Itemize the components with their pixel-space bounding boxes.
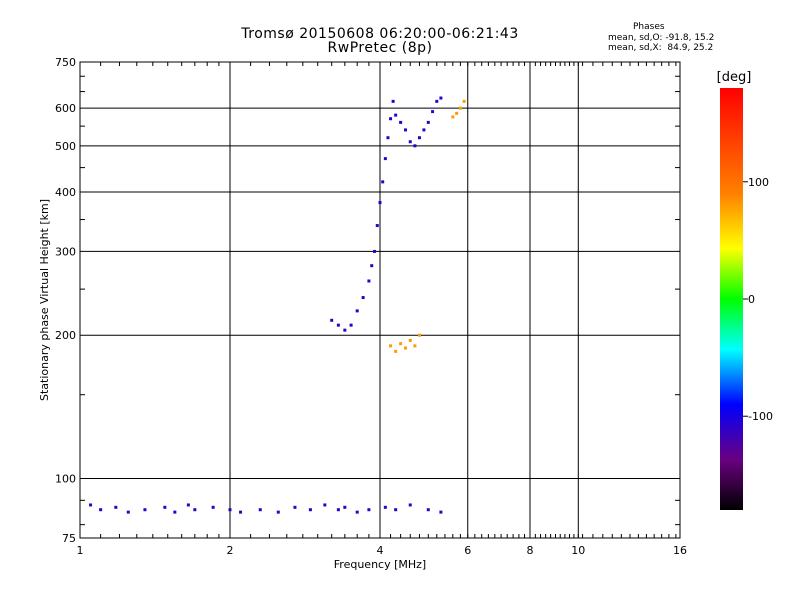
data-point [193,508,197,512]
grid-lines [80,62,680,538]
chart-title: Tromsø 20150608 06:20:00-06:21:43 [241,26,519,42]
data-point [408,140,412,144]
y-tick-label: 75 [62,532,76,545]
data-point [403,128,407,132]
data-point [239,510,243,514]
data-point [336,323,340,327]
data-point [276,510,280,514]
data-point [451,115,455,119]
y-tick-label: 600 [55,102,76,115]
colorbar-ticks: 100 0 -100 [743,176,773,423]
colorbar [720,88,743,510]
data-point [330,318,334,322]
chart-subtitle: RwPretec (8p) [327,40,433,56]
x-tick-label: 6 [464,544,471,557]
data-point [343,328,347,332]
colorbar-label: [deg] [717,70,752,85]
data-point [408,338,412,342]
data-point [462,99,466,103]
data-point [383,157,387,161]
data-point [323,503,327,507]
data-point [378,201,382,205]
data-point [228,508,232,512]
axes: 1 2 4 6 8 10 16 75 100 200 300 400 500 600 750 [55,56,687,557]
data-point [114,505,118,509]
data-point [426,120,430,124]
data-point [403,346,407,350]
y-axis-label: Stationary phase Virtual Height [km] [38,199,51,401]
x-tick-label: 4 [377,544,384,557]
data-point [343,505,347,509]
data-point [399,120,403,124]
data-point [367,279,371,283]
data-point [389,117,393,121]
data-point [173,510,177,514]
data-point [355,510,359,514]
data-point [367,508,371,512]
y-tick-label: 200 [55,329,76,342]
phase-stats-x: mean, sd,X: 84.9, 25.2 [608,43,714,53]
x-tick-label: 10 [571,544,585,557]
data-point [211,505,215,509]
x-tick-label: 16 [673,544,687,557]
y-tick-label: 400 [55,186,76,199]
data-point [389,344,393,348]
data-point [355,309,359,313]
data-point [422,128,426,132]
data-point [186,503,190,507]
colorbar-tick-label: 0 [748,293,755,306]
data-point [126,510,130,514]
data-point [386,136,390,140]
data-point [417,136,421,140]
data-point [373,249,377,253]
colorbar-tick-label: -100 [748,410,773,423]
data-point [394,508,398,512]
data-point [143,508,147,512]
data-point [394,349,398,353]
y-tick-label: 100 [55,473,76,486]
x-axis-label: Frequency [MHz] [334,558,426,571]
data-point [455,111,459,115]
data-point [258,508,262,512]
data-point [383,505,387,509]
data-point [439,96,443,100]
data-point [308,508,312,512]
data-point [293,505,297,509]
data-point [417,333,421,337]
data-point [399,342,403,346]
x-tick-label: 8 [527,544,534,557]
data-points [89,96,466,514]
data-point [361,296,365,300]
data-point [163,505,167,509]
data-point [394,113,398,117]
data-point [413,144,417,148]
data-point [381,180,385,184]
data-point [391,99,395,103]
phase-stats-o: mean, sd,O: -91.8, 15.2 [608,33,715,43]
data-point [89,503,93,507]
data-point [439,510,443,514]
x-tick-label: 2 [227,544,234,557]
data-point [413,344,417,348]
colorbar-tick-label: 100 [748,176,769,189]
data-point [99,508,103,512]
data-point [431,110,435,114]
y-tick-label: 500 [55,140,76,153]
data-point [408,503,412,507]
phase-stats-heading: Phases [633,22,665,32]
x-tick-label: 1 [77,544,84,557]
data-point [370,264,374,268]
y-tick-label: 750 [55,56,76,69]
y-tick-label: 300 [55,245,76,258]
data-point [435,99,439,103]
data-point [375,224,379,228]
data-point [458,106,462,110]
data-point [426,508,430,512]
data-point [349,323,353,327]
data-point [336,508,340,512]
